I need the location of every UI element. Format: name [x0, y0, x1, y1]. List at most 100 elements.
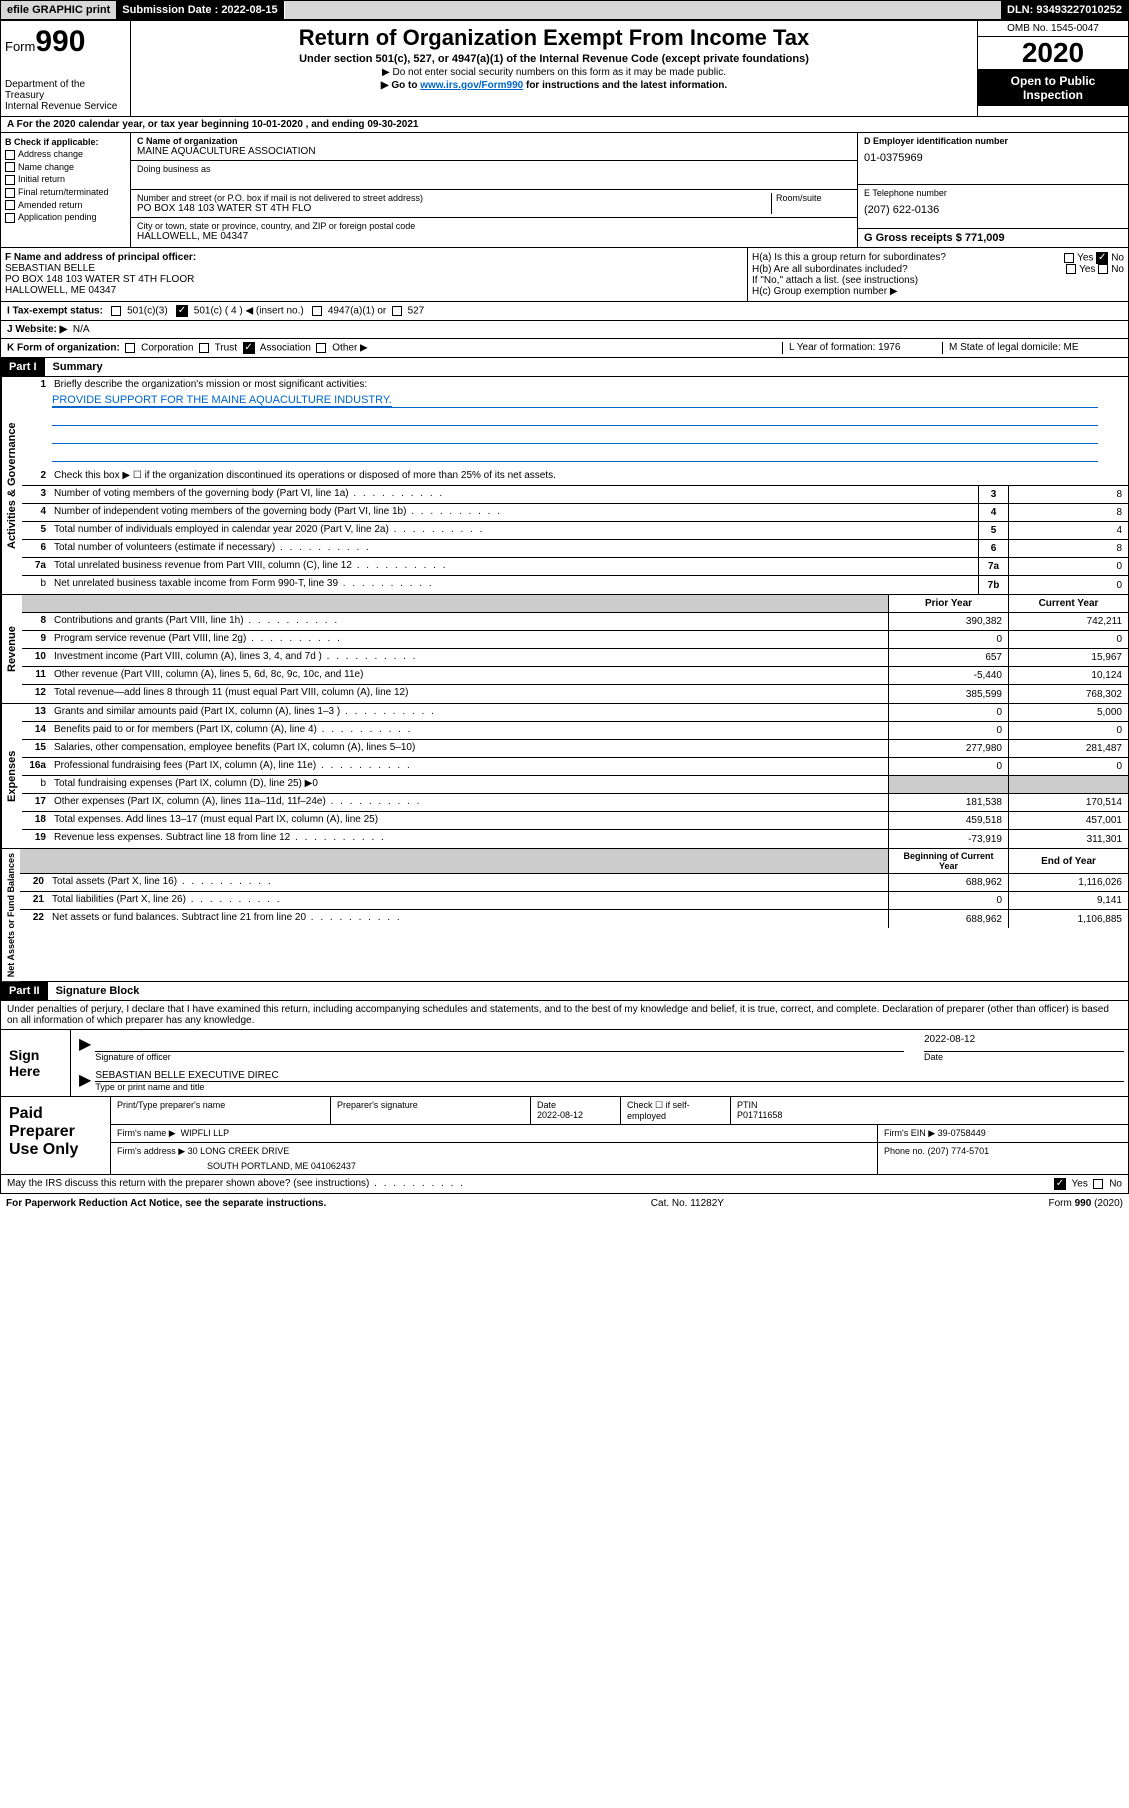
city-label: City or town, state or province, country…: [137, 221, 851, 231]
line22-end: 1,106,885: [1008, 910, 1128, 928]
check-4947[interactable]: [312, 306, 322, 316]
line18-current: 457,001: [1008, 812, 1128, 829]
line15-prior: 277,980: [888, 740, 1008, 757]
check-address-change[interactable]: Address change: [5, 149, 126, 160]
phone-value: (207) 622-0136: [864, 204, 1122, 216]
line7a-val: 0: [1008, 558, 1128, 575]
irs-label: Internal Revenue Service: [5, 101, 126, 112]
line15-current: 281,487: [1008, 740, 1128, 757]
line11-current: 10,124: [1008, 667, 1128, 684]
line15-desc: Salaries, other compensation, employee b…: [50, 740, 888, 757]
expenses-block: Expenses 13 Grants and similar amounts p…: [0, 704, 1129, 849]
side-revenue: Revenue: [1, 595, 22, 703]
ha-label: H(a) Is this a group return for subordin…: [752, 252, 946, 264]
line5-num: 5: [978, 522, 1008, 539]
line22-begin: 688,962: [888, 910, 1008, 928]
check-501c[interactable]: ✓: [176, 305, 188, 317]
line13-desc: Grants and similar amounts paid (Part IX…: [50, 704, 888, 721]
activities-governance-block: Activities & Governance 1 Briefly descri…: [0, 377, 1129, 595]
discuss-no-check[interactable]: [1093, 1179, 1103, 1189]
sig-date-label: Date: [924, 1052, 1124, 1062]
check-527[interactable]: [392, 306, 402, 316]
inspection-notice: Open to Public Inspection: [978, 70, 1128, 106]
line4-val: 8: [1008, 504, 1128, 521]
row-j-website: J Website: ▶ N/A: [0, 321, 1129, 339]
check-initial-return[interactable]: Initial return: [5, 174, 126, 185]
mission-text: PROVIDE SUPPORT FOR THE MAINE AQUACULTUR…: [52, 394, 392, 407]
check-pending[interactable]: Application pending: [5, 212, 126, 223]
discuss-row: May the IRS discuss this return with the…: [0, 1175, 1129, 1194]
line17-current: 170,514: [1008, 794, 1128, 811]
line6-desc: Total number of volunteers (estimate if …: [50, 540, 978, 557]
check-amended[interactable]: Amended return: [5, 200, 126, 211]
footer: For Paperwork Reduction Act Notice, see …: [0, 1194, 1129, 1213]
year-formation: L Year of formation: 1976: [782, 342, 942, 354]
footer-form: Form 990 (2020): [1049, 1198, 1123, 1209]
side-expenses: Expenses: [1, 704, 22, 848]
part2-header: Part II Signature Block: [0, 982, 1129, 1001]
line7a-num: 7a: [978, 558, 1008, 575]
org-name-label: C Name of organization: [137, 136, 851, 146]
sign-here-label: Sign Here: [1, 1030, 71, 1096]
perjury-text: Under penalties of perjury, I declare th…: [0, 1001, 1129, 1030]
line14-current: 0: [1008, 722, 1128, 739]
check-name-change[interactable]: Name change: [5, 162, 126, 173]
ha-answer: Yes ✓No: [1064, 252, 1124, 264]
line9-prior: 0: [888, 631, 1008, 648]
arrow-icon: ▶: [75, 1034, 95, 1062]
submission-date[interactable]: Submission Date : 2022-08-15: [116, 1, 284, 19]
line7b-desc: Net unrelated business taxable income fr…: [50, 576, 978, 594]
city-value: HALLOWELL, ME 04347: [137, 231, 851, 242]
line17-desc: Other expenses (Part IX, column (A), lin…: [50, 794, 888, 811]
sign-here-block: Sign Here ▶ Signature of officer 2022-08…: [0, 1030, 1129, 1097]
footer-paperwork: For Paperwork Reduction Act Notice, see …: [6, 1198, 326, 1209]
section-bcdeg: B Check if applicable: Address change Na…: [0, 133, 1129, 248]
line11-prior: -5,440: [888, 667, 1008, 684]
phone-label: E Telephone number: [864, 188, 1122, 198]
prior-year-header: Prior Year: [888, 595, 1008, 612]
footer-catno: Cat. No. 11282Y: [651, 1198, 724, 1209]
line7b-num: 7b: [978, 576, 1008, 594]
check-501c3[interactable]: [111, 306, 121, 316]
col-b-checks: B Check if applicable: Address change Na…: [1, 133, 131, 247]
part2-title: Signature Block: [48, 982, 148, 1000]
discuss-yes-check[interactable]: ✓: [1054, 1178, 1066, 1190]
officer-addr1: PO BOX 148 103 WATER ST 4TH FLOOR: [5, 274, 743, 285]
firm-name-row: Firm's name ▶ WIPFLI LLP: [111, 1125, 878, 1142]
street-value: PO BOX 148 103 WATER ST 4TH FLO: [137, 203, 771, 214]
check-trust[interactable]: [199, 343, 209, 353]
line5-val: 4: [1008, 522, 1128, 539]
line6-val: 8: [1008, 540, 1128, 557]
col-f-officer: F Name and address of principal officer:…: [1, 248, 748, 301]
line16b-prior: [888, 776, 1008, 793]
form990-link[interactable]: www.irs.gov/Form990: [420, 80, 523, 91]
check-final-return[interactable]: Final return/terminated: [5, 187, 126, 198]
discuss-text: May the IRS discuss this return with the…: [7, 1178, 972, 1190]
sig-name-value: SEBASTIAN BELLE EXECUTIVE DIREC: [95, 1070, 1124, 1082]
check-corp[interactable]: [125, 343, 135, 353]
line8-current: 742,211: [1008, 613, 1128, 630]
discuss-answer: ✓ Yes No: [972, 1178, 1122, 1190]
check-other[interactable]: [316, 343, 326, 353]
row-klm: K Form of organization: Corporation Trus…: [0, 339, 1129, 358]
line2-desc: Check this box ▶ ☐ if the organization d…: [50, 468, 1128, 485]
officer-name: SEBASTIAN BELLE: [5, 263, 743, 274]
col-deg: D Employer identification number 01-0375…: [858, 133, 1128, 247]
line3-val: 8: [1008, 486, 1128, 503]
line5-desc: Total number of individuals employed in …: [50, 522, 978, 539]
line6-num: 6: [978, 540, 1008, 557]
title-block: Return of Organization Exempt From Incom…: [131, 21, 978, 116]
paid-preparer-label: Paid Preparer Use Only: [1, 1097, 111, 1174]
part2-label: Part II: [1, 982, 48, 1000]
org-name: MAINE AQUACULTURE ASSOCIATION: [137, 146, 851, 157]
line3-num: 3: [978, 486, 1008, 503]
line12-prior: 385,599: [888, 685, 1008, 703]
line21-end: 9,141: [1008, 892, 1128, 909]
line3-desc: Number of voting members of the governin…: [50, 486, 978, 503]
line11-desc: Other revenue (Part VIII, column (A), li…: [50, 667, 888, 684]
check-assoc[interactable]: ✓: [243, 342, 255, 354]
row-a-tax-year: A For the 2020 calendar year, or tax yea…: [0, 117, 1129, 133]
form-org-label: K Form of organization:: [7, 343, 120, 354]
line4-desc: Number of independent voting members of …: [50, 504, 978, 521]
dept-treasury: Department of the Treasury: [5, 79, 126, 101]
